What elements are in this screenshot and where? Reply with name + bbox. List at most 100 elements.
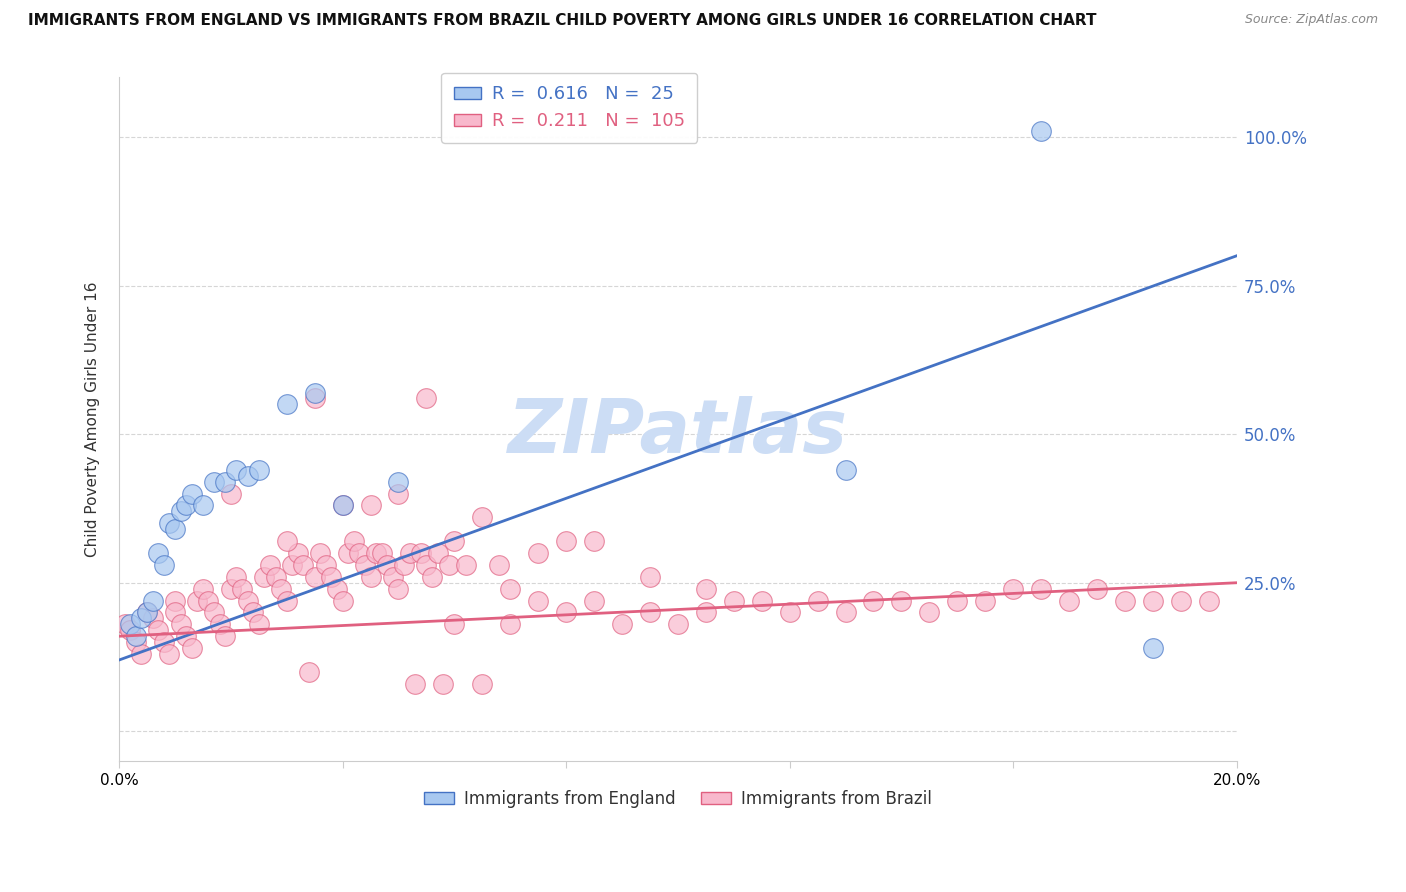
- Point: [443, 617, 465, 632]
- Point: [125, 629, 148, 643]
- Point: [304, 392, 326, 406]
- Point: [208, 617, 231, 632]
- Point: [392, 558, 415, 572]
- Point: [862, 593, 884, 607]
- Point: [432, 677, 454, 691]
- Point: [202, 475, 225, 489]
- Point: [270, 582, 292, 596]
- Point: [152, 635, 174, 649]
- Point: [349, 546, 371, 560]
- Point: [142, 611, 165, 625]
- Point: [292, 558, 315, 572]
- Point: [287, 546, 309, 560]
- Point: [142, 593, 165, 607]
- Point: [191, 582, 214, 596]
- Point: [806, 593, 828, 607]
- Point: [298, 665, 321, 679]
- Point: [471, 677, 494, 691]
- Point: [315, 558, 337, 572]
- Point: [276, 397, 298, 411]
- Point: [337, 546, 360, 560]
- Point: [426, 546, 449, 560]
- Point: [443, 534, 465, 549]
- Point: [366, 546, 388, 560]
- Point: [242, 606, 264, 620]
- Point: [1029, 582, 1052, 596]
- Point: [136, 606, 159, 620]
- Point: [471, 510, 494, 524]
- Point: [890, 593, 912, 607]
- Point: [309, 546, 332, 560]
- Point: [247, 463, 270, 477]
- Point: [202, 606, 225, 620]
- Point: [125, 635, 148, 649]
- Point: [415, 558, 437, 572]
- Point: [381, 570, 404, 584]
- Point: [387, 486, 409, 500]
- Point: [1198, 593, 1220, 607]
- Point: [527, 546, 550, 560]
- Point: [1142, 641, 1164, 656]
- Point: [259, 558, 281, 572]
- Point: [169, 504, 191, 518]
- Point: [321, 570, 343, 584]
- Text: IMMIGRANTS FROM ENGLAND VS IMMIGRANTS FROM BRAZIL CHILD POVERTY AMONG GIRLS UNDE: IMMIGRANTS FROM ENGLAND VS IMMIGRANTS FR…: [28, 13, 1097, 29]
- Point: [114, 617, 136, 632]
- Point: [236, 468, 259, 483]
- Point: [236, 593, 259, 607]
- Point: [946, 593, 969, 607]
- Point: [398, 546, 420, 560]
- Point: [583, 534, 606, 549]
- Point: [225, 570, 247, 584]
- Point: [157, 516, 180, 531]
- Point: [247, 617, 270, 632]
- Point: [1057, 593, 1080, 607]
- Point: [555, 534, 578, 549]
- Point: [409, 546, 432, 560]
- Point: [583, 593, 606, 607]
- Point: [163, 522, 186, 536]
- Point: [276, 534, 298, 549]
- Point: [354, 558, 377, 572]
- Point: [197, 593, 219, 607]
- Point: [638, 570, 661, 584]
- Point: [169, 617, 191, 632]
- Point: [180, 641, 202, 656]
- Point: [420, 570, 443, 584]
- Point: [304, 570, 326, 584]
- Point: [779, 606, 801, 620]
- Point: [343, 534, 366, 549]
- Point: [281, 558, 304, 572]
- Point: [131, 647, 153, 661]
- Point: [146, 624, 169, 638]
- Point: [666, 617, 689, 632]
- Point: [332, 593, 354, 607]
- Point: [1170, 593, 1192, 607]
- Point: [1085, 582, 1108, 596]
- Point: [146, 546, 169, 560]
- Point: [120, 624, 142, 638]
- Point: [304, 385, 326, 400]
- Point: [638, 606, 661, 620]
- Point: [387, 475, 409, 489]
- Point: [918, 606, 941, 620]
- Point: [974, 593, 997, 607]
- Point: [214, 475, 236, 489]
- Legend: Immigrants from England, Immigrants from Brazil: Immigrants from England, Immigrants from…: [418, 783, 938, 814]
- Point: [326, 582, 349, 596]
- Text: Source: ZipAtlas.com: Source: ZipAtlas.com: [1244, 13, 1378, 27]
- Text: ZIPatlas: ZIPatlas: [508, 396, 848, 469]
- Point: [264, 570, 287, 584]
- Point: [404, 677, 426, 691]
- Point: [276, 593, 298, 607]
- Point: [120, 617, 142, 632]
- Point: [1029, 124, 1052, 138]
- Point: [415, 392, 437, 406]
- Point: [360, 570, 382, 584]
- Point: [1142, 593, 1164, 607]
- Point: [360, 499, 382, 513]
- Point: [131, 611, 153, 625]
- Point: [695, 606, 717, 620]
- Y-axis label: Child Poverty Among Girls Under 16: Child Poverty Among Girls Under 16: [86, 282, 100, 557]
- Point: [152, 558, 174, 572]
